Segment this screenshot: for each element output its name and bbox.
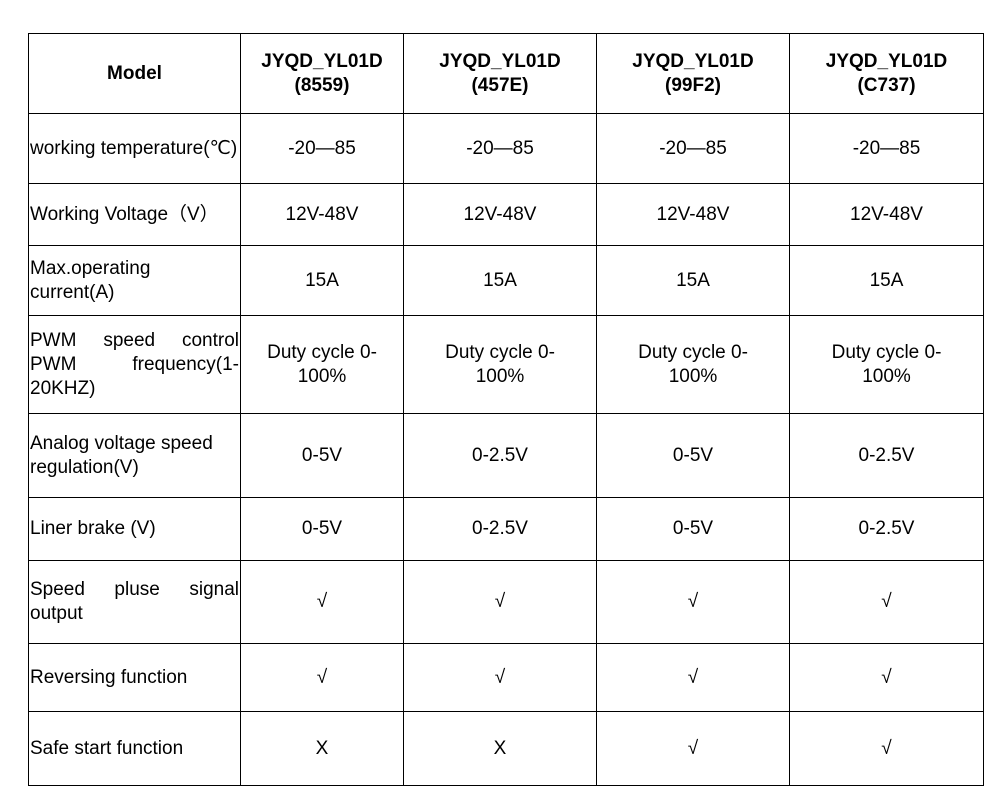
- table-row: Max.operating current(A) 15A 15A 15A 15A: [28, 245, 984, 316]
- cell: √: [596, 643, 790, 712]
- cell: 12V-48V: [403, 183, 597, 246]
- row-label: Speed pluse signal output: [28, 560, 241, 644]
- cell: 15A: [240, 245, 404, 316]
- cell: 0-2.5V: [789, 497, 984, 561]
- spec-table: Model JYQD_YL01D (8559) JYQD_YL01D (457E) J…: [28, 33, 984, 786]
- cell: 0-2.5V: [403, 413, 597, 498]
- cell: 12V-48V: [789, 183, 984, 246]
- cell: -20—85: [596, 113, 790, 184]
- header-row: Model JYQD_YL01D (8559) JYQD_YL01D (457E) J…: [28, 33, 984, 114]
- cell: Duty cycle 0-100%: [240, 315, 404, 414]
- row-label: Analog voltage speed regulation(V): [28, 413, 241, 498]
- cell: 0-5V: [596, 413, 790, 498]
- header-cell: JYQD_YL01D (457E): [403, 33, 597, 114]
- cell: 0-5V: [240, 413, 404, 498]
- cell: 0-2.5V: [403, 497, 597, 561]
- cell: √: [240, 560, 404, 644]
- table-row: Analog voltage speed regulation(V) 0-5V 0-…: [28, 413, 984, 498]
- row-label: Safe start function: [28, 711, 241, 786]
- header-cell: Model: [28, 33, 241, 114]
- cell: 0-5V: [240, 497, 404, 561]
- cell: 0-5V: [596, 497, 790, 561]
- cell: X: [403, 711, 597, 786]
- table-row: Speed pluse signal output √ √ √ √: [28, 560, 984, 644]
- row-label: Max.operating current(A): [28, 245, 241, 316]
- row-label: working temperature(℃): [28, 113, 241, 184]
- table-row: Working Voltage（V） 12V-48V 12V-48V 12V-48V 1…: [28, 183, 984, 246]
- cell: √: [403, 560, 597, 644]
- cell: √: [596, 560, 790, 644]
- row-label: PWM speed control PWM frequency(1-20KHZ): [28, 315, 241, 414]
- cell: 12V-48V: [240, 183, 404, 246]
- table-row: Safe start function X X √ √: [28, 711, 984, 786]
- cell: Duty cycle 0-100%: [596, 315, 790, 414]
- cell: √: [403, 643, 597, 712]
- header-cell: JYQD_YL01D (8559): [240, 33, 404, 114]
- cell: 15A: [403, 245, 597, 316]
- cell: √: [789, 560, 984, 644]
- cell: Duty cycle 0-100%: [403, 315, 597, 414]
- cell: √: [596, 711, 790, 786]
- cell: -20—85: [403, 113, 597, 184]
- cell: -20—85: [789, 113, 984, 184]
- cell: 12V-48V: [596, 183, 790, 246]
- cell: -20—85: [240, 113, 404, 184]
- table-row: PWM speed control PWM frequency(1-20KHZ)…: [28, 315, 984, 414]
- table-row: Liner brake (V) 0-5V 0-2.5V 0-5V 0-2.5V: [28, 497, 984, 561]
- cell: √: [240, 643, 404, 712]
- cell: 15A: [596, 245, 790, 316]
- header-cell: JYQD_YL01D (C737): [789, 33, 984, 114]
- table-row: working temperature(℃) -20—85 -20—85 -20—85…: [28, 113, 984, 184]
- header-cell: JYQD_YL01D (99F2): [596, 33, 790, 114]
- table-row: Reversing function √ √ √ √: [28, 643, 984, 712]
- row-label: Reversing function: [28, 643, 241, 712]
- row-label: Liner brake (V): [28, 497, 241, 561]
- table-body: working temperature(℃) -20—85 -20—85 -20—85…: [28, 113, 984, 786]
- cell: X: [240, 711, 404, 786]
- cell: 15A: [789, 245, 984, 316]
- row-label: Working Voltage（V）: [28, 183, 241, 246]
- cell: √: [789, 643, 984, 712]
- cell: 0-2.5V: [789, 413, 984, 498]
- cell: Duty cycle 0-100%: [789, 315, 984, 414]
- cell: √: [789, 711, 984, 786]
